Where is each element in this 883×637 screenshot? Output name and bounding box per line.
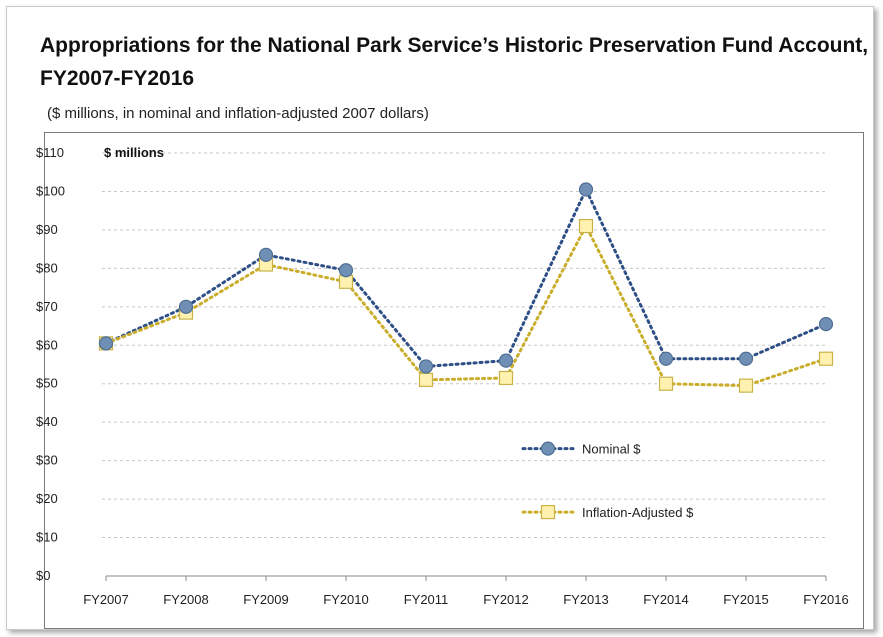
data-point-nominal: [658, 351, 674, 366]
x-tick-label: FY2015: [723, 592, 769, 607]
x-tick-label: FY2012: [483, 592, 529, 607]
x-tick-label: FY2008: [163, 592, 209, 607]
legend-label: Nominal $: [582, 442, 641, 457]
x-tick-label: FY2016: [803, 592, 849, 607]
chart-subtitle: ($ millions, in nominal and inflation-ad…: [47, 105, 429, 122]
x-tick-label: FY2007: [83, 592, 129, 607]
y-tick-label: $30: [36, 453, 58, 468]
data-point-inflation-adjusted: [498, 370, 514, 386]
legend-marker-nominal: [540, 441, 556, 456]
y-tick-label: $10: [36, 530, 58, 545]
legend-marker-inflation-adjusted: [540, 504, 556, 520]
data-point-nominal: [178, 299, 194, 314]
data-point-inflation-adjusted: [418, 372, 434, 387]
data-point-inflation-adjusted: [578, 218, 594, 234]
y-tick-label: $0: [36, 568, 50, 583]
series-line-inflation-adjusted: [104, 222, 828, 388]
x-tick-label: FY2014: [643, 592, 689, 607]
data-point-nominal: [818, 317, 834, 332]
y-tick-label: $80: [36, 260, 58, 275]
y-tick-label: $50: [36, 376, 58, 391]
y-tick-label: $70: [36, 299, 58, 314]
line-chart: $0 $10 $20 $30 $40 $50 $60 $70 $80 $90 $100 $110 FY2…: [36, 145, 849, 607]
y-tick-label: $60: [36, 337, 58, 352]
x-tick-label: FY2013: [563, 592, 609, 607]
x-tick-label: FY2009: [243, 592, 289, 607]
data-point-nominal: [98, 336, 114, 351]
data-point-inflation-adjusted: [738, 378, 754, 393]
x-tick-label: FY2011: [404, 592, 449, 607]
y-tick-label: $100: [36, 183, 65, 198]
data-point-nominal: [258, 247, 274, 263]
plot-frame: [44, 132, 864, 629]
data-point-nominal: [418, 359, 434, 374]
y-tick-label: $90: [36, 222, 58, 237]
y-axis-unit-label: $ millions: [104, 145, 164, 160]
chart-card: Appropriations for the National Park Ser…: [6, 6, 874, 630]
x-tick-label: FY2010: [323, 592, 369, 607]
data-point-nominal: [338, 263, 354, 278]
legend: Nominal $ Inflation-Adjusted $: [521, 441, 694, 520]
data-point-inflation-adjusted: [658, 376, 674, 391]
data-point-nominal: [498, 353, 514, 368]
chart-title: Appropriations for the National Park Ser…: [40, 34, 869, 90]
legend-label: Inflation-Adjusted $: [582, 505, 694, 520]
series-line-nominal: [104, 186, 828, 368]
y-tick-label: $20: [36, 491, 58, 506]
y-tick-label: $110: [36, 145, 64, 160]
y-tick-label: $40: [36, 414, 58, 429]
data-point-inflation-adjusted: [818, 351, 834, 366]
data-point-nominal: [578, 182, 594, 197]
data-point-nominal: [738, 351, 754, 366]
